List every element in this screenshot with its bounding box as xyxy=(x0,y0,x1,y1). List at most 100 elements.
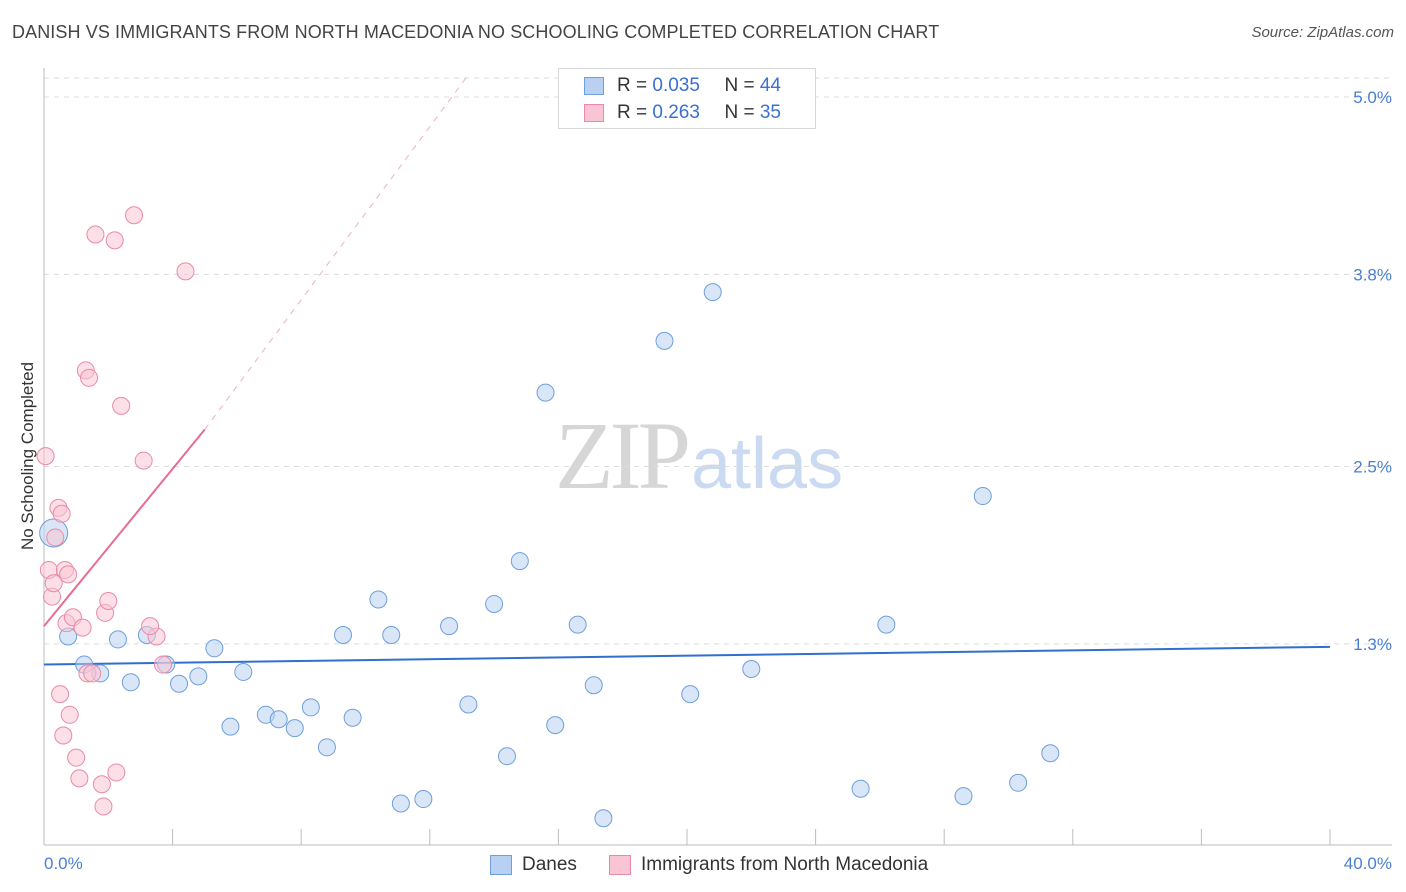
danes-point xyxy=(459,695,478,714)
points-layer xyxy=(36,206,1060,828)
immigrants-point xyxy=(176,262,195,281)
danes-point xyxy=(497,747,516,766)
immigrants-point xyxy=(105,231,124,250)
danes-point xyxy=(510,552,529,571)
immigrants-point xyxy=(94,797,113,816)
x-tick-label-max: 40.0% xyxy=(1344,854,1392,873)
immigrants-point xyxy=(112,396,131,415)
danes-point xyxy=(189,667,208,686)
legend-label-immigrants: Immigrants from North Macedonia xyxy=(641,854,929,875)
danes-point xyxy=(536,383,555,402)
danes-point xyxy=(221,717,240,736)
legend-item-immigrants[interactable]: Immigrants from North Macedonia xyxy=(609,852,928,878)
legend-swatch-danes xyxy=(490,855,512,875)
chart-title: DANISH VS IMMIGRANTS FROM NORTH MACEDONI… xyxy=(12,22,940,42)
immigrants-point xyxy=(99,591,118,610)
legend-n-label: N = xyxy=(724,75,760,96)
immigrants-point xyxy=(46,528,65,547)
y-tick-label: 2.5% xyxy=(1353,458,1392,477)
immigrants-trend-extension xyxy=(204,74,469,430)
danes-point xyxy=(301,698,320,717)
danes-point xyxy=(485,594,504,613)
immigrants-point xyxy=(134,451,153,470)
danes-point xyxy=(317,738,336,757)
immigrants-point xyxy=(60,705,79,724)
legend-r-label: R = xyxy=(617,75,653,96)
danes-point xyxy=(568,615,587,634)
danes-point xyxy=(369,590,388,609)
danes-point xyxy=(170,674,189,693)
danes-point xyxy=(1041,744,1060,763)
danes-point xyxy=(269,710,288,729)
danes-point xyxy=(333,625,352,644)
trend-layer xyxy=(43,74,1331,666)
y-tick-label: 1.3% xyxy=(1353,635,1392,654)
immigrants-point xyxy=(51,685,70,704)
immigrants-point xyxy=(86,225,105,244)
danes-point xyxy=(414,790,433,809)
immigrants-point xyxy=(67,748,86,767)
danes-point xyxy=(234,662,253,681)
immigrants-point xyxy=(59,565,78,584)
legend-n-value: 35 xyxy=(759,102,781,123)
correlation-legend: R = 0.035 N = 44 R = 0.263 N = 35 xyxy=(558,68,816,129)
immigrants-point xyxy=(83,664,102,683)
danes-point xyxy=(440,617,459,636)
danes-point xyxy=(1009,773,1028,792)
legend-item-danes[interactable]: Danes xyxy=(490,852,577,878)
danes-point xyxy=(851,779,870,798)
immigrants-point xyxy=(125,206,144,225)
legend-swatch-immigrants xyxy=(609,855,631,875)
source-label: Source: ZipAtlas.com xyxy=(1251,24,1394,41)
danes-point xyxy=(108,630,127,649)
immigrants-point xyxy=(44,574,63,593)
series-legend: Danes Immigrants from North Macedonia xyxy=(0,852,1406,878)
legend-text-danes: R = 0.035 N = 44 xyxy=(617,75,781,97)
danes-point xyxy=(121,673,140,692)
danes-point xyxy=(973,487,992,506)
legend-text-immigrants: R = 0.263 N = 35 xyxy=(617,102,781,124)
legend-swatch-immigrants xyxy=(584,104,604,122)
danes-trend-line xyxy=(43,645,1331,666)
legend-r-value: 0.263 xyxy=(652,102,700,123)
danes-point xyxy=(877,615,896,634)
y-tick-label: 5.0% xyxy=(1353,88,1392,107)
immigrants-point xyxy=(73,618,92,637)
danes-point xyxy=(681,685,700,704)
immigrants-point xyxy=(153,655,172,674)
legend-r-value: 0.035 xyxy=(652,75,700,96)
immigrants-point xyxy=(107,763,126,782)
immigrants-point xyxy=(141,617,160,636)
immigrants-point xyxy=(52,504,71,523)
danes-point xyxy=(546,716,565,735)
watermark: ZIPatlas xyxy=(555,400,843,511)
watermark-atlas: atlas xyxy=(691,424,844,504)
legend-swatch-danes xyxy=(584,77,604,95)
danes-point xyxy=(285,719,304,738)
axis-layer xyxy=(43,68,1392,846)
danes-point xyxy=(655,331,674,350)
danes-point xyxy=(594,809,613,828)
legend-n-label: N = xyxy=(724,102,760,123)
danes-point xyxy=(954,787,973,806)
legend-n-value: 44 xyxy=(759,75,781,96)
danes-point xyxy=(584,676,603,695)
x-tick-label-min: 0.0% xyxy=(44,854,83,873)
immigrants-point xyxy=(36,447,55,466)
immigrants-point xyxy=(70,769,89,788)
immigrants-point xyxy=(80,368,99,387)
danes-point xyxy=(391,794,410,813)
danes-point xyxy=(343,708,362,727)
danes-point xyxy=(703,283,722,302)
immigrants-trend-line xyxy=(43,428,206,627)
danes-point xyxy=(205,639,224,658)
y-tick-label: 3.8% xyxy=(1353,265,1392,284)
legend-r-label: R = xyxy=(617,102,653,123)
grid-layer xyxy=(44,77,1392,645)
immigrants-point xyxy=(92,775,111,794)
tick-label-layer: 5.0% 3.8% 2.5% 1.3% 0.0% 40.0% xyxy=(44,88,1392,873)
danes-point xyxy=(382,625,401,644)
immigrants-point xyxy=(54,726,73,745)
danes-point xyxy=(742,659,761,678)
